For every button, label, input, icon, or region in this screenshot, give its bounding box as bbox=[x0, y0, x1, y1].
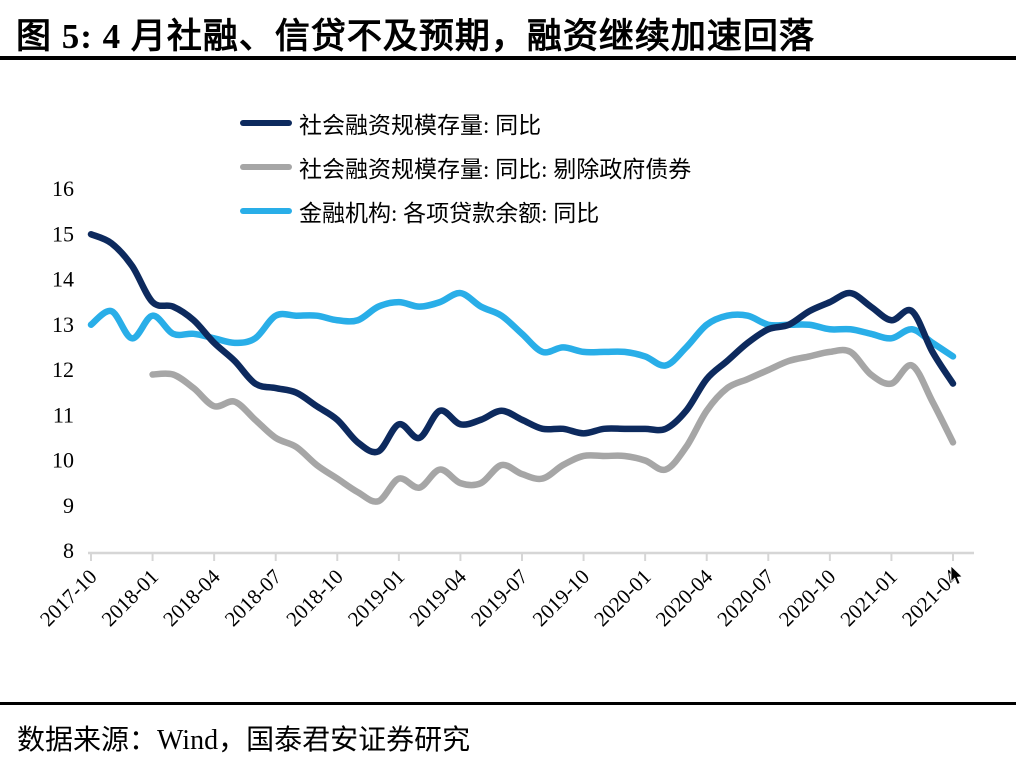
x-axis-label: 2018-01 bbox=[97, 565, 163, 631]
y-axis-label: 9 bbox=[63, 493, 74, 518]
x-axis-label: 2017-10 bbox=[35, 565, 101, 631]
legend-label: 社会融资规模存量: 同比 bbox=[299, 113, 542, 138]
legend-item-loans: 金融机构: 各项贷款余额: 同比 bbox=[240, 189, 691, 233]
x-axis-label: 2018-07 bbox=[220, 565, 286, 631]
chart-legend: 社会融资规模存量: 同比 社会融资规模存量: 同比: 剔除政府债券 金融机构: … bbox=[240, 101, 691, 233]
figure-title: 图 5: 4 月社融、信贷不及预期，融资继续加速回落 bbox=[16, 17, 815, 56]
y-axis-label: 14 bbox=[52, 267, 74, 292]
series-line-1 bbox=[149, 346, 957, 505]
x-axis-label: 2020-04 bbox=[651, 564, 718, 631]
legend-swatch-gray bbox=[240, 164, 292, 170]
legend-item-sf-ex-govbond: 社会融资规模存量: 同比: 剔除政府债券 bbox=[240, 145, 691, 189]
legend-label: 社会融资规模存量: 同比: 剔除政府债券 bbox=[299, 157, 692, 182]
legend-swatch-lightblue bbox=[240, 208, 292, 214]
y-axis-label: 13 bbox=[52, 312, 74, 337]
y-axis-label: 16 bbox=[52, 176, 74, 201]
y-axis-label: 15 bbox=[52, 221, 74, 246]
y-axis-label: 8 bbox=[63, 538, 74, 563]
y-axis-label: 11 bbox=[53, 402, 74, 427]
x-axis-label: 2019-04 bbox=[404, 564, 471, 631]
series-line-2 bbox=[87, 289, 957, 369]
x-axis-label: 2018-04 bbox=[158, 564, 225, 631]
x-axis-label: 2020-07 bbox=[712, 565, 778, 631]
y-axis-label: 12 bbox=[52, 357, 74, 382]
x-axis-label: 2020-01 bbox=[589, 565, 655, 631]
y-axis-label: 10 bbox=[52, 448, 74, 473]
x-axis-label: 2021-04 bbox=[897, 564, 964, 631]
series-line-0 bbox=[87, 231, 957, 456]
x-axis-label: 2021-01 bbox=[835, 565, 901, 631]
data-source-note: 数据来源：Wind，国泰君安证券研究 bbox=[17, 725, 471, 756]
legend-swatch-navy bbox=[240, 120, 292, 126]
title-rule bbox=[0, 56, 1016, 60]
x-axis-label: 2019-10 bbox=[528, 565, 594, 631]
x-axis-label: 2019-01 bbox=[343, 565, 409, 631]
footer-rule bbox=[0, 702, 1016, 705]
legend-label: 金融机构: 各项贷款余额: 同比 bbox=[299, 201, 600, 226]
x-axis-label: 2020-10 bbox=[774, 565, 840, 631]
legend-item-sf-total: 社会融资规模存量: 同比 bbox=[240, 101, 691, 145]
x-axis-label: 2018-10 bbox=[281, 565, 347, 631]
x-axis-label: 2019-07 bbox=[466, 565, 532, 631]
